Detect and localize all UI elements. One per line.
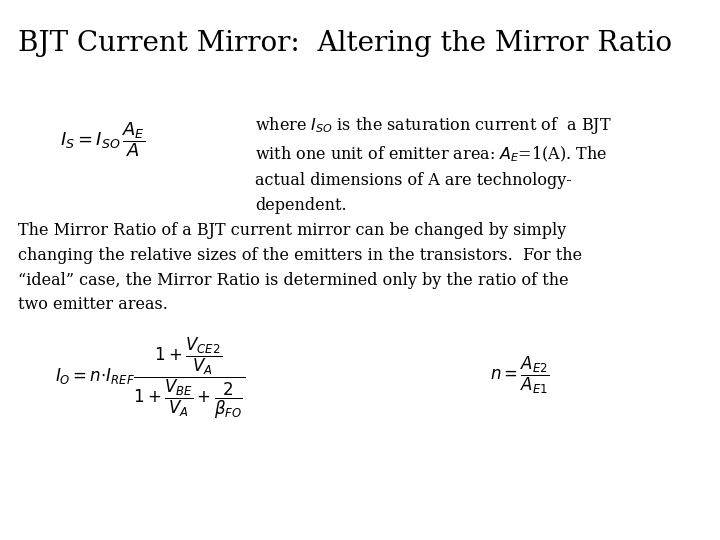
- Text: $I_O {=} n{\cdot}I_{REF}\dfrac{1+\dfrac{V_{CE2}}{V_A}}{1+\dfrac{V_{BE}}{V_A}+\df: $I_O {=} n{\cdot}I_{REF}\dfrac{1+\dfrac{…: [55, 335, 245, 421]
- Text: $n = \dfrac{A_{E2}}{A_{E1}}$: $n = \dfrac{A_{E2}}{A_{E1}}$: [490, 355, 549, 396]
- Text: $I_S = I_{SO}\,\dfrac{A_E}{A}$: $I_S = I_{SO}\,\dfrac{A_E}{A}$: [60, 120, 145, 159]
- Text: The Mirror Ratio of a BJT current mirror can be changed by simply
changing the r: The Mirror Ratio of a BJT current mirror…: [18, 222, 582, 313]
- Text: where $I_{SO}$ is the saturation current of  a BJT
with one unit of emitter area: where $I_{SO}$ is the saturation current…: [255, 115, 612, 214]
- Text: BJT Current Mirror:  Altering the Mirror Ratio: BJT Current Mirror: Altering the Mirror …: [18, 30, 672, 57]
